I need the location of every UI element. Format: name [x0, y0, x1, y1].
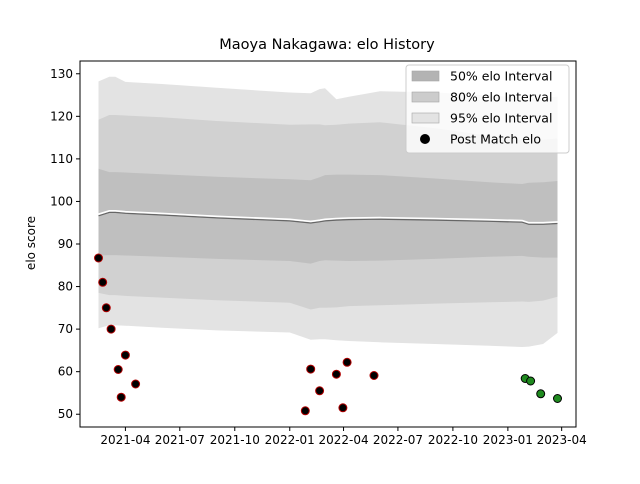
post-match-point — [131, 379, 141, 389]
mean-elo-line — [98, 210, 558, 224]
post-match-point — [300, 406, 310, 416]
post-match-point — [306, 364, 316, 374]
x-tick-label: 2023-01 — [483, 433, 533, 447]
legend-swatch — [411, 112, 440, 124]
post-match-point — [101, 303, 111, 313]
legend-swatch — [411, 91, 440, 103]
post-match-point — [342, 357, 352, 367]
legend-label: Post Match elo — [450, 132, 541, 147]
post-match-point — [94, 253, 103, 263]
post-match-point — [113, 365, 123, 374]
mean-elo-line-shadow — [98, 211, 558, 225]
y-tick-label: 70 — [58, 322, 73, 336]
x-tick-label: 2022-10 — [428, 433, 478, 447]
post-match-point — [536, 389, 546, 399]
x-tick-label: 2022-04 — [318, 433, 368, 447]
y-tick-label: 100 — [50, 194, 73, 208]
x-tick-label: 2023-04 — [537, 433, 587, 447]
post-match-point — [98, 277, 108, 287]
post-match-point — [369, 371, 379, 380]
legend-swatch — [411, 70, 440, 82]
y-axis-label: elo score — [24, 216, 38, 270]
post-match-point — [315, 386, 325, 396]
x-tick-label: 2021-10 — [210, 433, 260, 447]
post-match-point — [120, 350, 130, 360]
post-match-point — [106, 324, 116, 334]
chart-title: Maoya Nakagawa: elo History — [219, 37, 435, 53]
x-tick-label: 2021-04 — [100, 433, 150, 447]
y-tick-label: 50 — [58, 407, 73, 421]
band-50-interval — [98, 168, 558, 264]
legend-label: 95% elo Interval — [450, 111, 552, 126]
y-tick-label: 80 — [58, 280, 73, 294]
y-tick-label: 60 — [58, 365, 73, 379]
legend: 50% elo Interval 80% elo Interval 95% elo … — [405, 64, 570, 154]
y-tick-label: 110 — [50, 152, 73, 166]
x-tick-label: 2022-01 — [265, 433, 315, 447]
y-tick-label: 90 — [58, 237, 73, 251]
legend-label: 50% elo Interval — [450, 69, 552, 84]
legend-marker — [420, 134, 430, 144]
post-match-point — [526, 376, 536, 386]
legend-label: 80% elo Interval — [450, 90, 552, 105]
y-tick-label: 130 — [50, 67, 73, 81]
post-match-point — [116, 392, 126, 402]
legend-box — [405, 64, 570, 154]
post-match-point — [331, 369, 341, 379]
post-match-point — [338, 403, 348, 413]
y-tick-label: 120 — [50, 109, 73, 123]
x-tick-label: 2021-07 — [155, 433, 205, 447]
post-match-point — [553, 394, 562, 403]
x-tick-label: 2022-07 — [373, 433, 423, 447]
axes: 50 60 70 80 90 100 110 120 130 2021-04 2021-07 2021… — [50, 60, 587, 447]
